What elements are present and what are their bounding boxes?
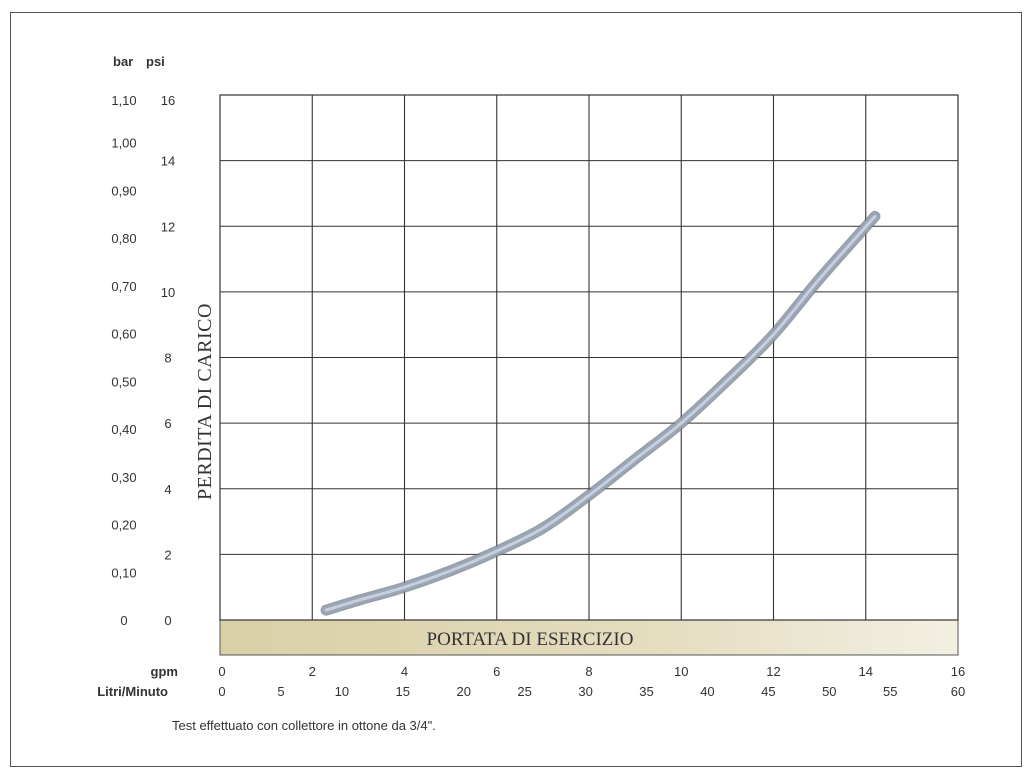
x-tick-label-gpm: 12 [766, 664, 780, 679]
y-tick-label-bar: 0,30 [111, 470, 136, 485]
x-tick-label-lpm: 60 [951, 684, 965, 699]
x-unit-lpm: Litri/Minuto [97, 684, 168, 699]
x-tick-label-gpm: 8 [585, 664, 592, 679]
x-tick-label-lpm: 10 [335, 684, 349, 699]
x-tick-label-lpm: 35 [639, 684, 653, 699]
y-tick-label-psi: 2 [164, 547, 171, 562]
x-tick-label-lpm: 0 [218, 684, 225, 699]
y-tick-label-bar: 0,90 [111, 183, 136, 198]
y-unit-bar: bar [113, 54, 133, 69]
y-tick-label-bar: 0,20 [111, 518, 136, 533]
x-tick-label-gpm: 0 [218, 664, 225, 679]
y-tick-label-psi: 4 [164, 482, 171, 497]
y-tick-label-psi: 12 [161, 219, 175, 234]
x-ticks-lpm: 0 5 10 15 20 25 30 35 40 45 50 55 60 [218, 684, 965, 699]
y-tick-label-bar: 0,60 [111, 327, 136, 342]
x-tick-label-lpm: 50 [822, 684, 836, 699]
x-tick-label-lpm: 55 [883, 684, 897, 699]
y-axis-title: PERDITA DI CARICO [194, 303, 216, 500]
y-tick-label-bar: 0,10 [111, 565, 136, 580]
y-tick-label-bar: 0,40 [111, 422, 136, 437]
x-tick-label-gpm: 2 [309, 664, 316, 679]
y-tick-label-bar: 1,10 [111, 93, 136, 108]
x-tick-label-gpm: 16 [951, 664, 965, 679]
x-ticks-gpm: 0 2 4 6 8 10 12 14 16 [218, 664, 965, 679]
x-tick-label-lpm: 40 [700, 684, 714, 699]
x-axis-band [219, 619, 959, 656]
series-line [322, 212, 879, 615]
x-tick-label-lpm: 5 [277, 684, 284, 699]
x-tick-label-lpm: 15 [396, 684, 410, 699]
x-tick-label-lpm: 45 [761, 684, 775, 699]
grid [220, 95, 958, 620]
x-tick-label-lpm: 30 [578, 684, 592, 699]
x-axis-title: PORTATA DI ESERCIZIO [427, 629, 634, 650]
plot-border [219, 94, 959, 621]
y-ticks-bar: 1,10 1,00 0,90 0,80 0,70 0,60 0,50 0,40 0,30 0,20… [111, 93, 136, 628]
series-line-highlight [324, 214, 877, 612]
y-tick-label-bar: 1,00 [111, 136, 136, 151]
y-tick-label-bar: 0,70 [111, 279, 136, 294]
x-tick-label-gpm: 6 [493, 664, 500, 679]
y-tick-label-psi: 14 [161, 154, 175, 169]
x-unit-gpm: gpm [151, 664, 178, 679]
x-tick-label-gpm: 14 [859, 664, 873, 679]
series-line-shadow [320, 210, 881, 616]
y-tick-label-psi: 0 [164, 613, 171, 628]
x-tick-label-lpm: 25 [517, 684, 531, 699]
y-tick-label-psi: 6 [164, 416, 171, 431]
footnote: Test effettuato con collettore in ottone… [172, 718, 436, 733]
y-ticks-psi: 16 14 12 10 8 6 4 2 0 [161, 93, 175, 628]
y-tick-label-bar: 0,80 [111, 231, 136, 246]
x-tick-label-gpm: 10 [674, 664, 688, 679]
y-tick-label-bar: 0,50 [111, 374, 136, 389]
y-tick-label-bar: 0 [120, 613, 127, 628]
y-tick-label-psi: 16 [161, 93, 175, 108]
x-tick-label-gpm: 4 [401, 664, 408, 679]
y-tick-label-psi: 8 [164, 351, 171, 366]
x-tick-label-lpm: 20 [456, 684, 470, 699]
y-tick-label-psi: 10 [161, 285, 175, 300]
y-unit-psi: psi [146, 54, 165, 69]
